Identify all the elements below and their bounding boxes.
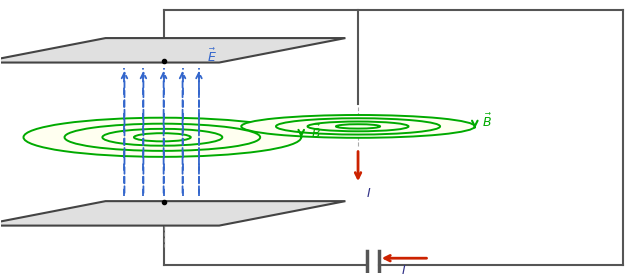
Ellipse shape (102, 129, 223, 146)
Text: $\vec{B}$: $\vec{B}$ (482, 113, 492, 130)
Ellipse shape (336, 124, 380, 129)
Ellipse shape (242, 115, 475, 138)
Text: $I$: $I$ (401, 264, 407, 277)
Polygon shape (0, 38, 346, 62)
Text: $\vec{E}$: $\vec{E}$ (207, 48, 216, 65)
Ellipse shape (23, 118, 301, 157)
Text: $\vec{B}$: $\vec{B}$ (311, 124, 321, 141)
Ellipse shape (307, 122, 408, 131)
Text: $I$: $I$ (366, 187, 371, 200)
Ellipse shape (65, 124, 260, 151)
Ellipse shape (134, 133, 191, 141)
Ellipse shape (276, 118, 440, 135)
Polygon shape (0, 201, 346, 226)
